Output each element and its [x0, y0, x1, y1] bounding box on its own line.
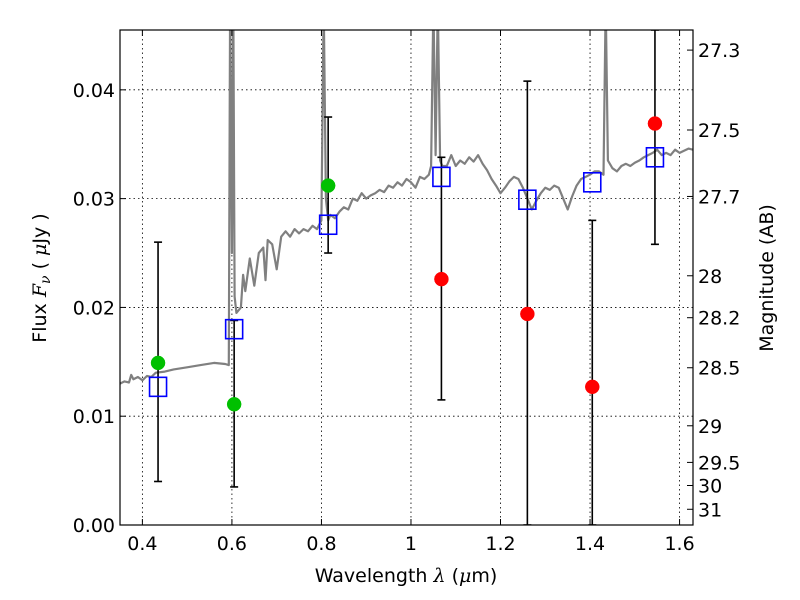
y2-tick-label: 28.5 — [698, 358, 740, 380]
observed-point-circle — [150, 355, 166, 371]
marker-layer — [148, 116, 665, 412]
y-axis-unit-mu: μ — [29, 244, 51, 256]
y2-tick-label: 27.7 — [698, 186, 740, 208]
x-axis-label: Wavelength λ (μm) — [315, 565, 498, 587]
x-axis-label-text: Wavelength — [315, 565, 428, 587]
x-axis-unit-mu: μ — [459, 565, 471, 587]
model-point-square — [224, 318, 244, 340]
observed-point-circle — [585, 379, 600, 395]
y-axis-label: Flux Fν ( μJy ) — [29, 213, 54, 342]
y2-axis-label: Magnitude (AB) — [756, 204, 778, 352]
x-axis-unit-open: ( — [452, 565, 459, 587]
y-axis-symbol: F — [29, 283, 51, 298]
spectrum-layer — [120, 30, 693, 385]
y2-tick-label: 31 — [698, 499, 722, 521]
y2-tick-label: 30 — [698, 476, 722, 498]
y2-tick-label: 27.3 — [698, 40, 740, 62]
x-tick-label: 1 — [405, 533, 417, 555]
y-axis-unit-rest: Jy ) — [29, 213, 51, 244]
y-tick-label: 0.03 — [73, 189, 115, 211]
observed-point-circle — [647, 116, 663, 131]
x-axis-symbol: λ — [432, 565, 445, 587]
y2-tick-label: 29 — [698, 416, 722, 438]
y2-tick-label: 28 — [698, 266, 722, 288]
y-tick-label: 0.02 — [73, 297, 115, 319]
model-point-square — [518, 189, 537, 211]
model-point-square — [148, 376, 168, 398]
model-point-square — [582, 172, 602, 193]
model-point-square — [318, 214, 338, 236]
y-tick-label: 0.00 — [73, 515, 115, 537]
plot-frame — [119, 29, 694, 526]
y2-tick-label: 28.2 — [698, 308, 740, 330]
x-tick-label: 1.6 — [664, 533, 694, 555]
x-tick-label: 0.8 — [306, 533, 336, 555]
x-axis-unit-rest: m) — [471, 565, 497, 587]
tick-layer: 0.4 0.6 0.8 1 1.2 1.4 1.6 0.00 0.01 0.02 0.03 0.04 2… — [73, 30, 740, 555]
y-tick-label: 0.01 — [73, 406, 115, 428]
x-tick-label: 0.4 — [127, 533, 157, 555]
spectrum-line — [120, 30, 693, 385]
observed-point-circle — [226, 396, 242, 412]
y2-tick-label: 29.5 — [698, 452, 740, 474]
y2-tick-label: 27.5 — [698, 120, 740, 142]
y-axis-symbol-sub: ν — [38, 275, 54, 284]
model-point-square — [432, 166, 451, 188]
x-tick-label: 1.2 — [485, 533, 515, 555]
x-tick-label: 1.4 — [575, 533, 605, 555]
y-axis-unit-open: ( — [29, 262, 51, 269]
observed-point-circle — [434, 271, 449, 287]
y-axis-label-text: Flux — [29, 303, 51, 343]
y-tick-label: 0.04 — [73, 80, 115, 102]
observed-point-circle — [320, 178, 336, 193]
model-point-square — [645, 146, 665, 168]
x-tick-label: 0.6 — [217, 533, 247, 555]
observed-point-circle — [520, 306, 535, 322]
plot-area — [120, 30, 693, 525]
